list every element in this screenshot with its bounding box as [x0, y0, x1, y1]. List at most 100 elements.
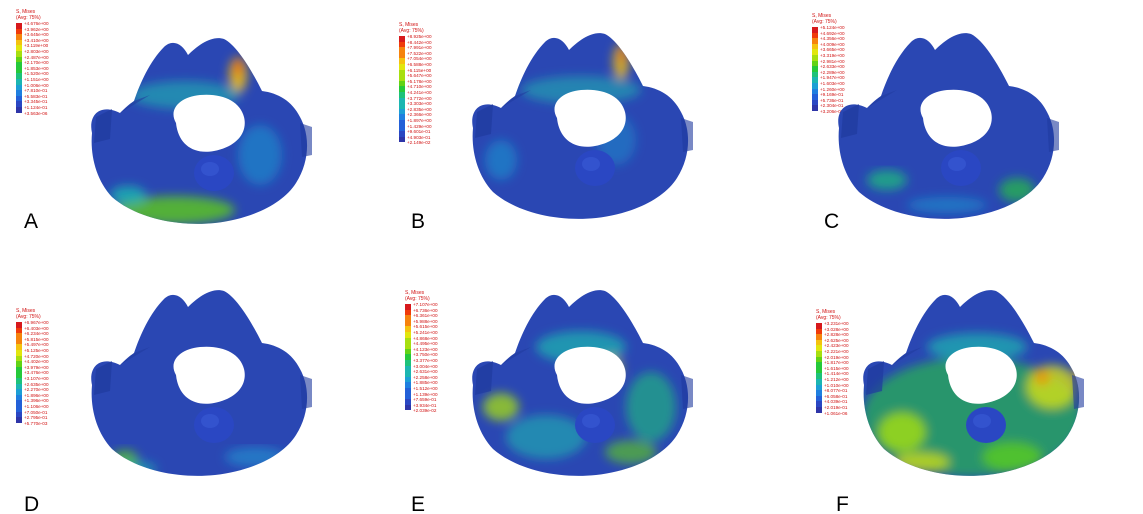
legend-color-swatch [16, 39, 22, 46]
legend-color-swatch [16, 355, 22, 362]
legend-color-swatch [399, 86, 405, 92]
legend-color-swatch [399, 114, 405, 120]
legend-color-swatch [405, 387, 411, 394]
legend-color-swatch [816, 362, 822, 368]
legend-value: +3.028e+00 [824, 326, 849, 332]
legend-color-swatch [399, 131, 405, 137]
legend-value: +7.107e+00 [413, 302, 438, 307]
legend-color-swatch [405, 343, 411, 349]
legend-value: +1.897e+00 [407, 117, 432, 123]
legend-value: +2.170e+00 [24, 60, 49, 66]
legend-value: +6.058e-01 [824, 393, 848, 399]
legend-value: +5.736e-01 [820, 97, 844, 103]
legend-value: +1.061e-06 [824, 410, 848, 416]
facet-shadow [120, 95, 150, 113]
legend-value: +9.601e-01 [407, 129, 431, 135]
legend-value: +5.178e+00 [407, 78, 432, 84]
legend-color-swatch [816, 323, 822, 329]
legend-value: +7.810e-01 [24, 88, 48, 94]
vertebra-model [472, 33, 693, 219]
facet-shadow [501, 347, 531, 365]
legend-value: +4.868e+00 [413, 335, 438, 341]
legend-value: +1.885e+00 [413, 380, 438, 386]
legend-color-swatch [16, 344, 22, 350]
legend-color-swatch [405, 404, 411, 411]
legend-color-bar [816, 323, 822, 413]
legend-value: +3.303e+00 [407, 101, 432, 107]
legend-color-swatch [405, 304, 411, 310]
right-transverse-process [681, 118, 693, 152]
legend-value: +5.770e-03 [24, 420, 48, 426]
legend-value: +3.119e+00 [24, 43, 49, 49]
legend-color-swatch [16, 78, 22, 85]
legend-value: +3.772e+00 [407, 95, 432, 101]
legend-value: +1.010e+00 [824, 382, 849, 388]
stress-contour [225, 447, 285, 467]
legend-title: S, Mises (Avg: 75%) [16, 9, 41, 21]
legend-value: +4.710e+00 [407, 84, 432, 90]
legend-value: +5.124e+00 [820, 25, 845, 30]
legend-value: +7.050e-01 [24, 409, 48, 415]
legend-value: +5.615e+00 [413, 324, 438, 330]
facet-shadow [892, 347, 922, 365]
legend-value: +1.429e+00 [407, 123, 432, 129]
legend-color-swatch [399, 58, 405, 64]
legend-color-swatch [16, 383, 22, 390]
legend-color-swatch [16, 400, 22, 406]
legend-color-swatch [816, 339, 822, 346]
vertebra-model [472, 290, 693, 476]
vertebra-group [91, 290, 312, 476]
legend-title: S, Mises (Avg: 75%) [399, 22, 424, 34]
vertebra-model [863, 290, 1084, 476]
panel-e: S, Mises (Avg: 75%) +7.107e+00 +6.736e+00… [381, 257, 762, 514]
legend-color-swatch [405, 315, 411, 321]
legend-value: +1.615e+00 [824, 365, 849, 371]
legend-color-swatch [405, 320, 411, 327]
dens-highlight [582, 157, 600, 171]
stress-contour [907, 197, 987, 213]
legend-color-swatch [399, 80, 405, 87]
legend-value: +3.665e+00 [820, 47, 845, 53]
legend-value: +1.106e+00 [24, 403, 49, 409]
legend-color-swatch [16, 73, 22, 79]
legend-value: +5.125e+00 [24, 347, 49, 353]
legend-value: +3.345e-01 [24, 99, 48, 105]
vertebral-foramen [920, 89, 992, 147]
stress-contour [1034, 369, 1050, 385]
vertebra-model [91, 290, 312, 476]
legend-value: +2.221e+00 [824, 348, 849, 354]
legend-color-swatch [16, 45, 22, 51]
legend-color-swatch [16, 95, 22, 102]
legend-color-swatch [816, 395, 822, 402]
legend-color-swatch [812, 54, 818, 61]
vertebra-model [91, 38, 312, 224]
legend-color-swatch [812, 66, 818, 72]
legend-value: +1.006e+00 [24, 82, 49, 88]
legend-color-swatch [405, 393, 411, 400]
legend-title: S, Mises (Avg: 75%) [405, 290, 430, 302]
panel-f: S, Mises (Avg: 75%) +3.231e+00 +3.028e+00… [762, 257, 1143, 514]
stress-contour [619, 47, 625, 63]
legend-value: +4.123e+00 [413, 346, 438, 352]
legend-color-swatch [16, 338, 22, 345]
legend-color-swatch [16, 23, 22, 29]
panel-letter: D [24, 493, 40, 514]
legend-value: +6.361e+00 [413, 313, 438, 319]
legend-color-swatch [812, 82, 818, 89]
legend-color-swatch [16, 56, 22, 63]
panel-letter: E [411, 493, 426, 514]
dens-highlight [582, 414, 600, 428]
legend-value: +7.659e-01 [413, 397, 437, 403]
right-transverse-process [1072, 375, 1084, 409]
left-transverse-process [475, 361, 493, 395]
legend-value: +2.631e+00 [413, 369, 438, 375]
legend-value: +6.736e+00 [413, 307, 438, 313]
stress-contour [485, 140, 517, 180]
legend-value: +4.009e+00 [820, 41, 845, 47]
legend-color-swatch [399, 47, 405, 53]
legend-value: +6.967e+00 [24, 320, 49, 325]
legend-color-swatch [816, 350, 822, 357]
legend-color-swatch [405, 365, 411, 372]
legend-color-swatch [16, 333, 22, 339]
legend-color-swatch [405, 331, 411, 338]
